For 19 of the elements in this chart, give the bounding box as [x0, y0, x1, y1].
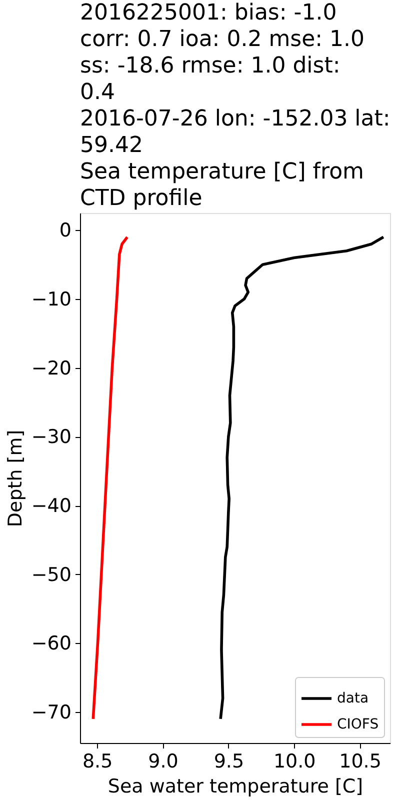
x-tick-label: 8.5 — [82, 750, 113, 772]
x-tick-label: 10.0 — [273, 750, 316, 772]
y-tick-label: −10 — [31, 288, 72, 311]
y-tick-label: 0 — [59, 220, 72, 242]
line-series — [92, 236, 129, 720]
x-tick-label: 10.5 — [339, 750, 382, 772]
y-axis-title: Depth [m] — [4, 430, 26, 528]
y-tick-label: −20 — [31, 357, 72, 380]
y-tick-label: −50 — [31, 564, 72, 586]
x-axis-title: Sea water temperature [C] — [108, 776, 364, 798]
y-tick-label: −60 — [31, 632, 72, 655]
legend-label: data — [337, 690, 369, 706]
chart-title: 2016225001: bias: -1.0 corr: 0.7 ioa: 0.2 mse: 1.0 ss: -18.6 rmse: 1.0 dist: 0.4 2016-07-26 lon: -152.03 lat: 59.42 Sea temperature [C] from CTD profile — [80, 0, 390, 211]
y-tick-label: −30 — [31, 426, 72, 448]
y-tick-label: −40 — [31, 495, 72, 518]
legend-label: CIOFS — [337, 716, 379, 732]
x-tick-label: 9.5 — [214, 750, 244, 772]
x-tick-label: 9.0 — [148, 750, 178, 772]
y-tick-label: −70 — [31, 702, 72, 724]
